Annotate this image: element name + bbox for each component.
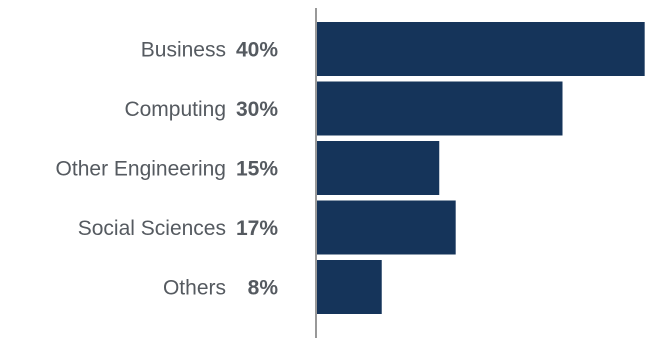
bars-group (317, 22, 645, 314)
category-labels-group: 40% Business 30% Computing 15% Other Engineer… (56, 39, 279, 300)
value-label: 15% (236, 158, 278, 181)
value-label: 30% (236, 98, 278, 121)
category-label: Social Sciences (78, 217, 226, 240)
bar-business (317, 22, 645, 76)
value-label: 40% (236, 39, 278, 62)
category-label: Other Engineering (56, 158, 226, 181)
bar-others (317, 260, 382, 314)
bar-other-engineering (317, 141, 440, 195)
category-label: Others (163, 277, 226, 300)
bar-social-sciences (317, 200, 456, 255)
value-label: 8% (248, 277, 279, 300)
category-label: Computing (124, 98, 226, 121)
category-label: Business (141, 39, 226, 62)
value-label: 17% (236, 217, 278, 240)
bar-computing (317, 81, 563, 136)
